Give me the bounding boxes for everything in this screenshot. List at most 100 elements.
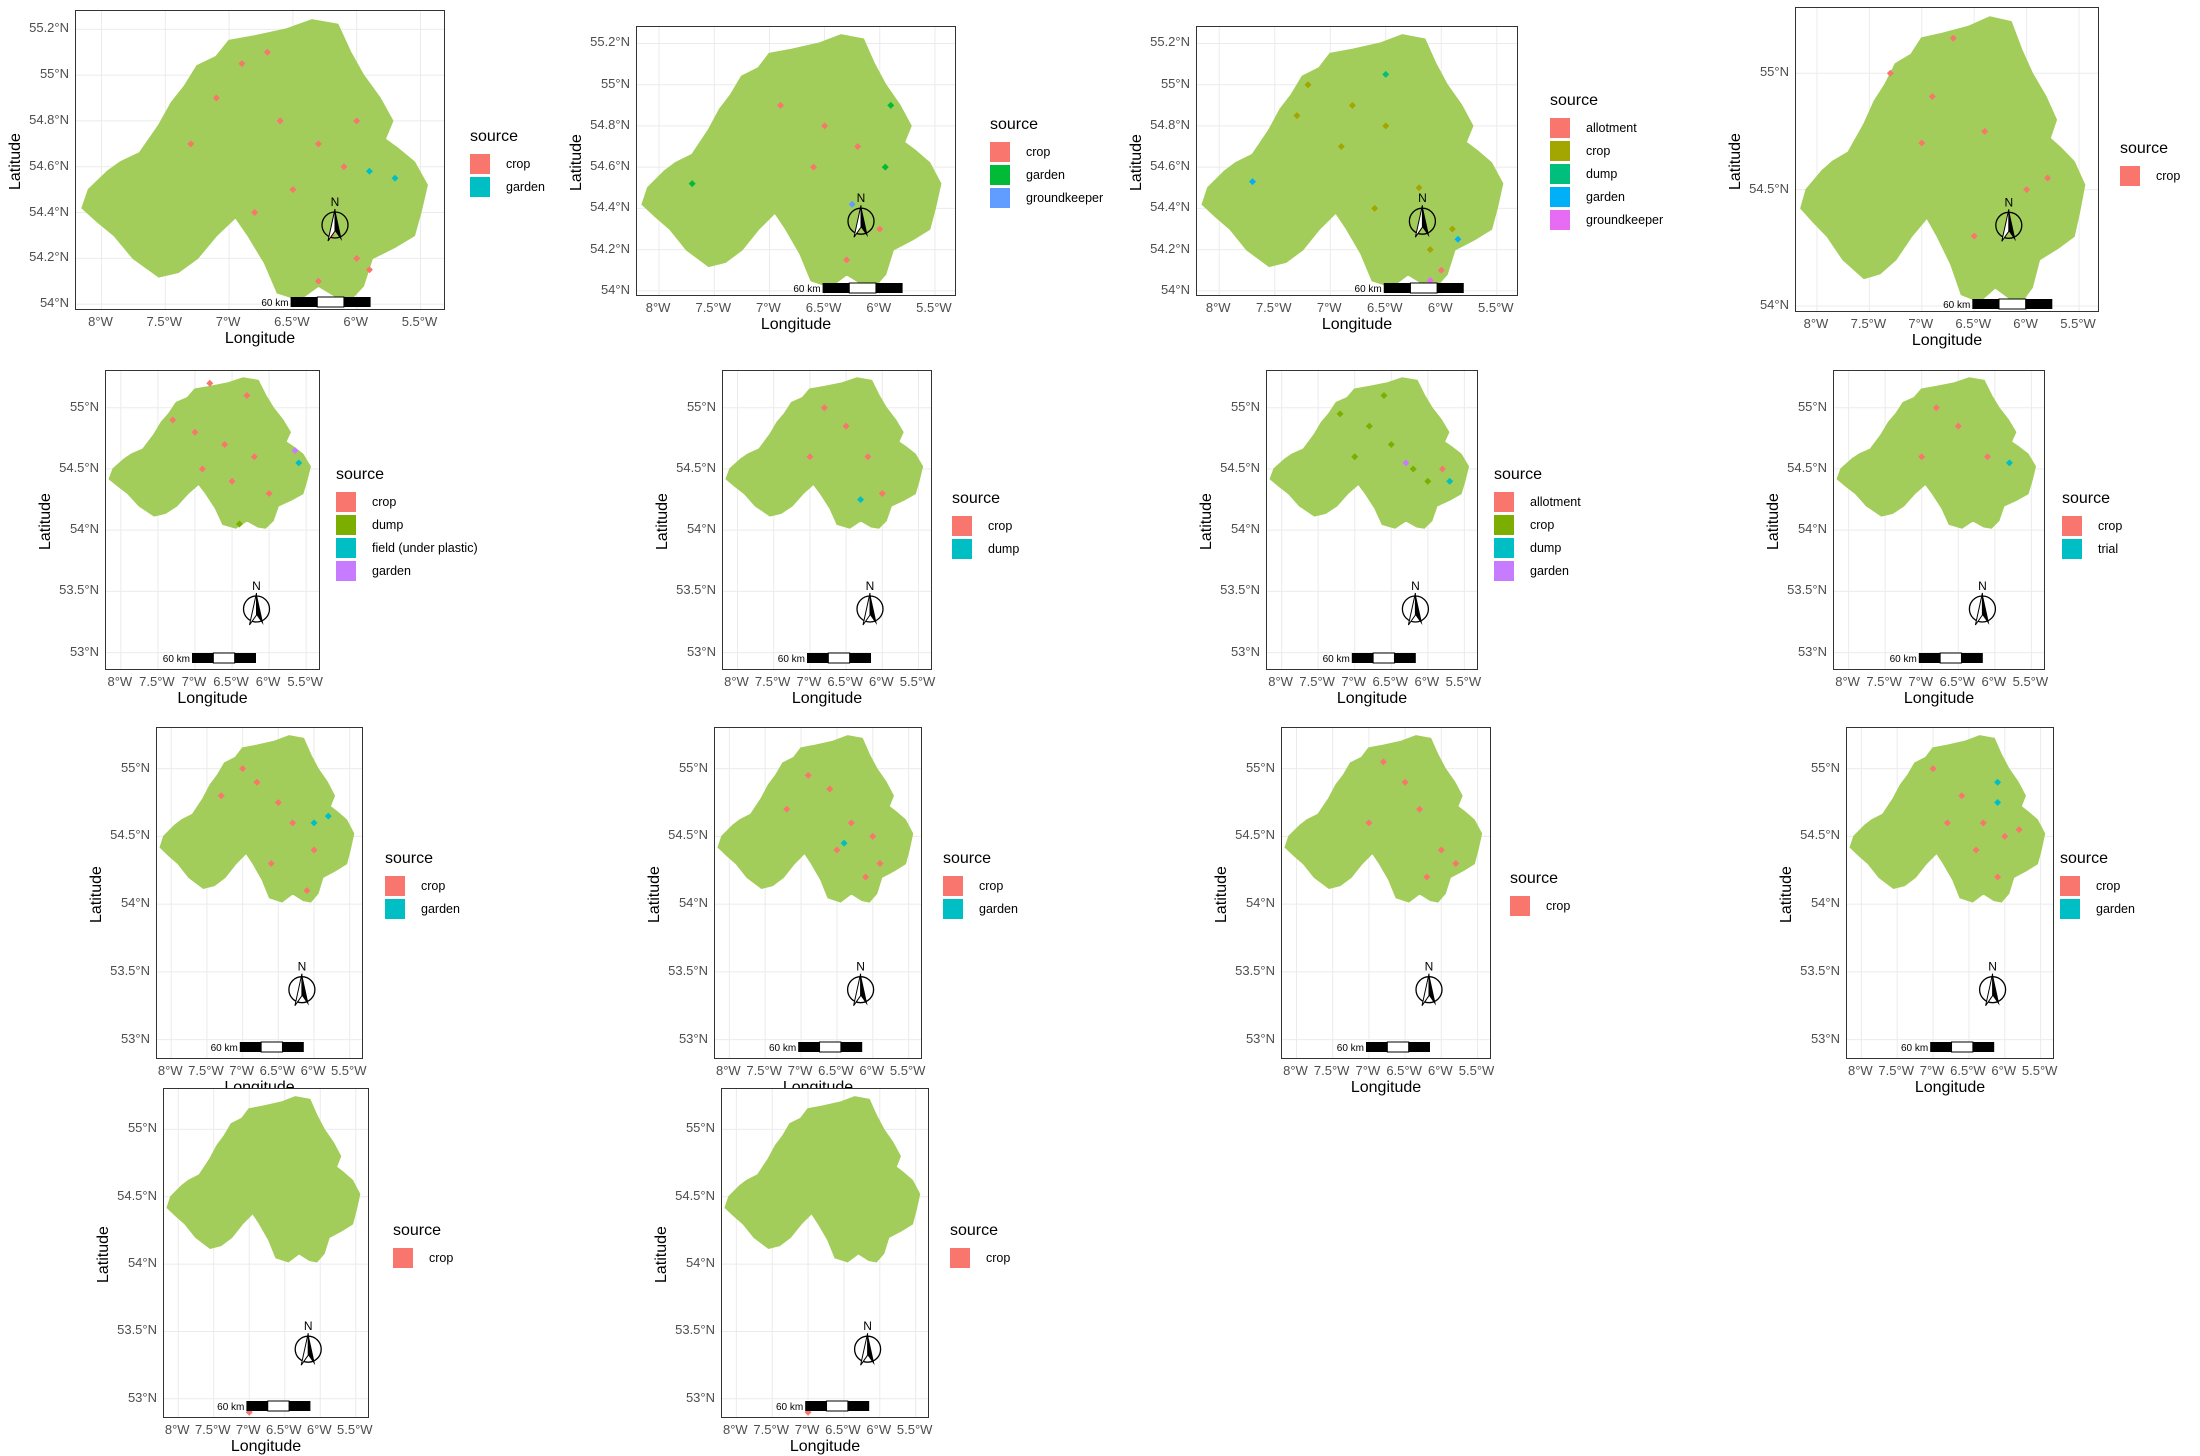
record-point <box>2005 459 2013 467</box>
record-point <box>206 379 214 387</box>
north-label: N <box>252 579 261 593</box>
legend-title: source <box>950 1222 999 1239</box>
x-tick-label: 7.5°W <box>1313 1063 1350 1078</box>
scale-bar-label: 60 km <box>793 284 820 295</box>
record-point <box>353 254 361 262</box>
legend-title: source <box>943 850 992 867</box>
legend-item: trial <box>2062 537 2122 560</box>
record-point <box>1994 778 2002 786</box>
x-tick-label: 8°W <box>88 314 113 329</box>
legend-label: crop <box>2098 518 2123 533</box>
y-tick-label: 53.5°N <box>117 1322 157 1338</box>
scale-bar-segment <box>1939 652 1962 664</box>
legend-key <box>950 1247 970 1268</box>
map-svg: N 60 km <box>164 1089 368 1417</box>
legend-item: dump <box>1550 162 1663 185</box>
x-tick-label: 7.5°W <box>1255 300 1292 315</box>
legend-key <box>336 491 356 512</box>
legend-item: crop <box>385 874 460 897</box>
legend-label: garden <box>1586 189 1625 204</box>
x-tick-label: 7°W <box>796 674 822 689</box>
map-svg: N 60 km <box>1796 8 2098 311</box>
record-point <box>2044 174 2052 182</box>
legend-key <box>943 898 963 919</box>
x-tick-label: 8°W <box>724 674 749 689</box>
record-point <box>187 140 195 148</box>
y-tick-label: 54.2°N <box>1150 240 1190 256</box>
x-tick-label: 8°W <box>157 1063 183 1078</box>
legend-item: garden <box>336 559 478 582</box>
y-tick-label: 55°N <box>1245 759 1275 775</box>
y-tick-label: 54°N <box>686 521 716 537</box>
record-point <box>251 209 259 217</box>
north-arrow-icon: N <box>242 579 271 626</box>
legend-label: dump <box>1586 166 1618 181</box>
plot-frame: N 60 km <box>105 370 320 670</box>
record-point <box>212 94 220 102</box>
scale-bar-label: 60 km <box>769 1043 796 1054</box>
y-tick-label: 55°N <box>120 759 150 775</box>
y-tick-label: 55°N <box>685 1120 715 1136</box>
y-tick-label: 54.8°N <box>29 111 69 127</box>
north-label: N <box>1978 579 1987 593</box>
plot-frame: N 60 km <box>1795 7 2099 312</box>
y-tick-label: 53.5°N <box>676 582 716 598</box>
y-tick-label: 54.5°N <box>110 827 150 843</box>
legend-key <box>2120 165 2140 186</box>
legend-key <box>336 560 356 581</box>
north-arrow-right <box>1982 593 1990 625</box>
x-tick-label: 7.5°W <box>754 674 791 689</box>
legend-key <box>385 898 405 919</box>
record-point <box>310 846 318 854</box>
land-polygon <box>724 1096 921 1263</box>
y-tick-label: 54°N <box>1245 895 1275 911</box>
legend-key <box>336 514 356 535</box>
scale-bar-segment <box>1351 653 1374 663</box>
legend-item: dump <box>1494 536 1581 559</box>
x-axis-title: Longitude <box>1321 316 1393 333</box>
record-point <box>1415 184 1423 192</box>
x-tick-label: 6.5°W <box>1366 300 1403 315</box>
y-tick-label: 53°N <box>127 1389 157 1405</box>
scale-bar-segment <box>1972 1042 1995 1052</box>
y-tick-label: 53.5°N <box>110 962 150 978</box>
record-point <box>1365 422 1373 430</box>
record-point <box>1402 459 1410 467</box>
x-tick-label: 6°W <box>306 1422 332 1437</box>
legend: source crop trial <box>2062 490 2122 560</box>
record-point <box>1452 860 1460 868</box>
land-polygon <box>1849 735 2046 903</box>
map-svg: N 60 km <box>1267 371 1477 669</box>
x-tick-label: 7°W <box>229 1063 254 1078</box>
legend-label: allotment <box>1586 120 1637 135</box>
record-point <box>235 520 243 528</box>
legend-item: crop <box>393 1246 453 1269</box>
x-tick-label: 7°W <box>1919 1063 1945 1078</box>
map-svg: N 60 km <box>106 371 319 669</box>
y-tick-label: 55.2°N <box>590 34 630 50</box>
y-tick-label: 55°N <box>1797 398 1827 414</box>
legend-label: crop <box>979 878 1004 893</box>
scale-bar-segment <box>848 282 877 294</box>
x-tick-label: 7.5°W <box>1866 674 1902 689</box>
north-arrow-icon: N <box>847 191 875 238</box>
legend-item: garden <box>943 897 1018 920</box>
legend-label: crop <box>429 1250 454 1265</box>
y-tick-label: 54°N <box>69 521 99 537</box>
north-arrow-icon: N <box>1978 960 2007 1006</box>
land-polygon <box>1800 16 2086 303</box>
x-tick-label: 6.5°W <box>827 674 863 689</box>
scale-bar-segment <box>1998 298 2027 310</box>
record-point <box>1886 69 1894 77</box>
plot-frame: N 60 km <box>714 727 922 1059</box>
record-point <box>864 453 872 461</box>
record-point <box>1918 453 1926 461</box>
y-tick-label: 54°N <box>1759 297 1789 312</box>
x-tick-label: 7°W <box>794 1422 820 1437</box>
plot-frame: N 60 km <box>1281 727 1491 1059</box>
x-tick-label: 7°W <box>756 300 781 315</box>
y-tick-label: 54.5°N <box>1220 459 1260 475</box>
scale-bar-segment <box>289 1401 311 1411</box>
scale-bar-segment <box>822 283 850 293</box>
scale-bar-segment <box>1930 1042 1952 1052</box>
